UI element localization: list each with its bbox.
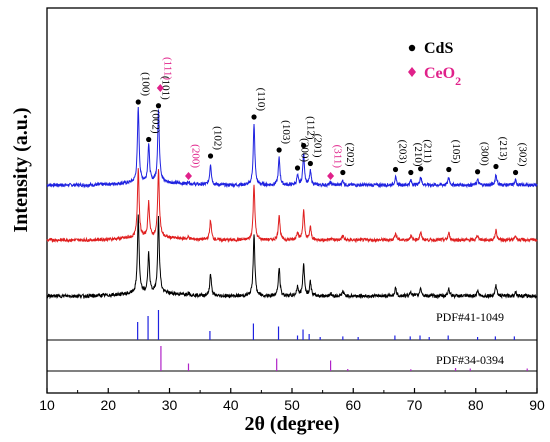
legend-cds-label: CdS: [424, 40, 453, 57]
cds-peak-label: (211): [422, 139, 434, 163]
legend-cds-marker: [408, 44, 416, 52]
cds-peak-label: (302): [517, 143, 529, 167]
cds-peak-label: (102): [212, 126, 224, 150]
ceo2-peak-diamond: [184, 172, 192, 180]
cds-peak-dot: [276, 147, 282, 153]
cds-peak-dot: [251, 114, 257, 120]
cds-peak-label: (103): [280, 120, 292, 144]
cds-peak-dot: [155, 103, 162, 109]
cds-peak-dot: [294, 165, 301, 171]
ceo2-peak-label: (311): [332, 145, 344, 169]
x-tick-label: 30: [162, 397, 178, 413]
reference-label: PDF#34-0394: [436, 353, 504, 367]
cds-peak-label: (112): [305, 116, 317, 140]
ceo2-peak-label: (111): [161, 57, 173, 80]
cds-peak-dot: [340, 169, 346, 176]
x-tick-label: 80: [468, 397, 484, 413]
cds-peak-label: (213): [497, 137, 509, 161]
x-axis-title: 2θ (degree): [244, 413, 339, 435]
ceo2-peak-label: (200): [189, 144, 201, 168]
cds-peak-label: (202): [344, 143, 356, 167]
x-tick-label: 70: [407, 397, 423, 413]
xrd-series-line: [46, 107, 538, 189]
x-tick-label: 40: [223, 397, 239, 413]
cds-peak-dot: [301, 142, 307, 149]
cds-peak-dot: [307, 160, 313, 167]
cds-peak-dot: [446, 166, 452, 173]
reference-patterns: PDF#41-1049 PDF#34-0394: [137, 310, 528, 371]
legend-ceo2-label: CeO2: [424, 65, 461, 88]
cds-peak-label: (300): [479, 142, 491, 166]
x-tick-label: 60: [345, 397, 361, 413]
ceo2-peak-diamond: [327, 172, 335, 180]
cds-peak-label: (100): [139, 72, 151, 96]
x-tick-label: 90: [529, 397, 545, 413]
cds-peak-dot: [146, 136, 152, 143]
series-group: [46, 107, 538, 300]
cds-peak-label: (101): [159, 76, 171, 100]
cds-peak-dot: [474, 169, 481, 175]
x-tick-label: 50: [284, 397, 300, 413]
cds-peak-label: (002): [150, 110, 162, 134]
axes: 10 20 30 40 50 60 70 80 90 2θ (degree) Intensity (…: [10, 107, 545, 435]
cds-peak-label: (105): [450, 140, 462, 164]
xrd-series-line: [46, 214, 538, 300]
xrd-series-line: [46, 168, 538, 244]
plot-frame: [46, 7, 538, 394]
cds-peak-label: (203): [397, 140, 409, 164]
cds-peak-dot: [207, 153, 214, 159]
cds-peak-dot: [512, 169, 519, 176]
cds-peak-label: (200): [299, 138, 311, 162]
legend-ceo2-marker: [408, 67, 416, 77]
cds-peak-dot: [392, 166, 399, 173]
cds-peak-dot: [493, 163, 499, 170]
x-tick-label: 20: [100, 397, 116, 413]
plot-border: [46, 7, 538, 394]
cds-peak-label: (110): [255, 88, 267, 112]
cds-peak-dot: [408, 169, 414, 176]
legend: CdS CeO2: [408, 40, 461, 88]
peak-markers: (100)(002)(101)(102)(110)(103)(200)(112)…: [135, 57, 529, 180]
y-axis-title: Intensity (a.u.): [10, 107, 32, 232]
x-tick-label: 10: [39, 397, 55, 413]
ceo2-peak-diamond: [156, 84, 164, 92]
cds-peak-dot: [418, 166, 424, 172]
cds-peak-dot: [135, 99, 141, 105]
reference-label: PDF#41-1049: [436, 310, 504, 324]
cds-peak-label: (201): [311, 134, 323, 158]
cds-peak-label: (210): [412, 143, 424, 167]
